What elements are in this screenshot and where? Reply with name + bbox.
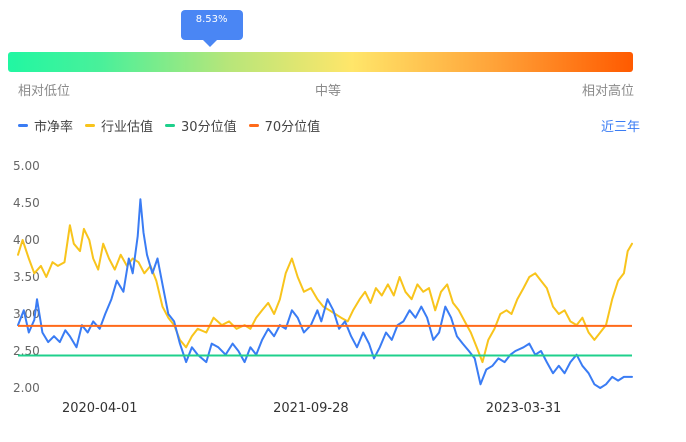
x-tick-label: 2021-09-28	[273, 401, 349, 416]
scale-high-label: 相对高位	[582, 84, 635, 99]
legend-swatch-p70	[248, 124, 259, 127]
legend-swatch-industry	[85, 124, 96, 127]
y-tick-label: 4.00	[13, 233, 40, 247]
legend-label-p70: 70分位值	[264, 120, 321, 135]
y-tick-label: 5.00	[13, 159, 40, 173]
legend-item-p70[interactable]: 70分位值	[248, 116, 321, 135]
percentile-value: 8.53%	[195, 14, 228, 25]
y-tick-label: 3.50	[13, 270, 40, 284]
percentile-tooltip: 8.53%	[180, 10, 243, 47]
legend-label-pb: 市净率	[34, 120, 74, 135]
y-tick-label: 3.00	[13, 307, 40, 321]
scale-low-label: 相对低位	[18, 84, 71, 99]
x-tick-label: 2020-04-01	[62, 401, 138, 416]
legend-item-p30[interactable]: 30分位值	[165, 116, 237, 135]
chart-legend: 市净率 行业估值 30分位值 70分位值	[18, 116, 320, 135]
legend-label-p30: 30分位值	[181, 120, 237, 135]
legend-item-industry[interactable]: 行业估值	[85, 116, 153, 135]
y-tick-label: 2.00	[13, 381, 40, 395]
x-tick-label: 2023-03-31	[486, 401, 562, 416]
legend-swatch-p30	[165, 124, 176, 127]
range-selector-3y[interactable]: 近三年	[600, 120, 640, 135]
valuation-gradient-bar	[8, 52, 633, 72]
scale-mid-label: 中等	[315, 84, 342, 99]
legend-item-pb[interactable]: 市净率	[18, 116, 73, 135]
series-line-pb	[17, 198, 633, 389]
y-tick-label: 4.50	[13, 196, 40, 210]
legend-swatch-pb	[18, 124, 28, 127]
series-line-industry	[17, 224, 633, 364]
legend-label-industry: 行业估值	[101, 120, 154, 135]
